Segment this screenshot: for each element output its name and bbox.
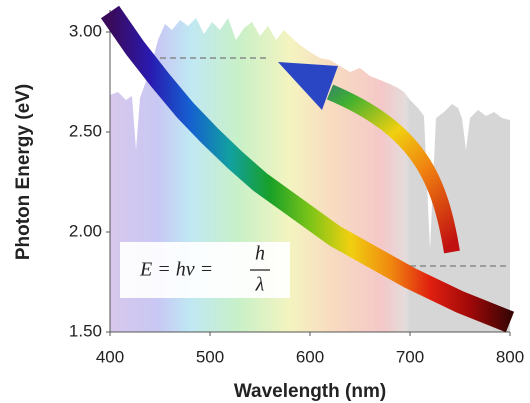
x-tick-label: 500 (196, 347, 224, 366)
y-tick-label: 3.00 (69, 21, 102, 40)
x-tick-label: 800 (496, 347, 524, 366)
x-tick-label: 400 (96, 347, 124, 366)
y-tick-label: 1.50 (69, 321, 102, 340)
y-axis-title: Photon Energy (eV) (13, 84, 34, 260)
equation-denominator: λ (255, 274, 265, 296)
x-tick-label: 700 (396, 347, 424, 366)
trend-arrowhead (278, 62, 338, 110)
equation-numerator: h (255, 243, 265, 265)
y-tick-label: 2.00 (69, 221, 102, 240)
energy-curve (100, 5, 515, 333)
x-tick-label: 600 (296, 347, 324, 366)
equation-lhs: E = hν = (139, 259, 213, 281)
trend-arrow (326, 84, 460, 254)
x-axis-title: Wavelength (nm) (234, 381, 386, 402)
y-tick-label: 2.50 (69, 121, 102, 140)
